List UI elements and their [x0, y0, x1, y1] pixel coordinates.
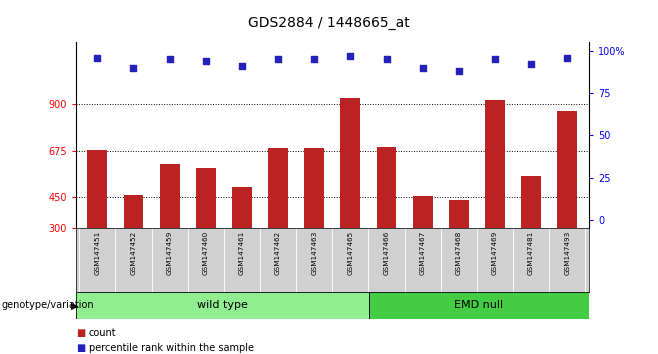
Text: GSM147452: GSM147452	[130, 231, 136, 275]
Text: GDS2884 / 1448665_at: GDS2884 / 1448665_at	[248, 16, 410, 30]
Text: GSM147493: GSM147493	[564, 231, 570, 275]
Text: GSM147463: GSM147463	[311, 231, 317, 275]
Text: GSM147465: GSM147465	[347, 231, 353, 275]
Bar	[196, 169, 216, 228]
Bar	[485, 100, 505, 228]
Bar	[413, 196, 432, 228]
Point	[92, 55, 103, 61]
Bar	[160, 164, 180, 228]
Point	[237, 63, 247, 69]
Text: GSM147459: GSM147459	[166, 231, 172, 275]
Bar	[304, 148, 324, 228]
Text: GSM147466: GSM147466	[384, 231, 390, 275]
Point	[453, 68, 464, 74]
Point	[273, 57, 284, 62]
Point	[490, 57, 500, 62]
Text: GSM147461: GSM147461	[239, 231, 245, 275]
Text: wild type: wild type	[197, 300, 248, 310]
Text: ■: ■	[76, 329, 85, 338]
Point	[201, 58, 211, 64]
Bar	[449, 200, 468, 228]
Text: GSM147481: GSM147481	[528, 231, 534, 275]
Text: GSM147460: GSM147460	[203, 231, 209, 275]
Text: ▶: ▶	[71, 300, 78, 310]
Point	[128, 65, 139, 71]
Bar	[88, 150, 107, 228]
Text: EMD null: EMD null	[455, 300, 503, 310]
Bar	[124, 195, 143, 228]
Bar	[369, 292, 589, 319]
Text: GSM147462: GSM147462	[275, 231, 281, 275]
Point	[562, 55, 572, 61]
Text: percentile rank within the sample: percentile rank within the sample	[89, 343, 254, 353]
Point	[417, 65, 428, 71]
Bar	[376, 147, 396, 228]
Bar	[340, 98, 361, 228]
Bar	[232, 187, 252, 228]
Text: ■: ■	[76, 343, 85, 353]
Point	[345, 53, 355, 59]
Bar	[76, 292, 369, 319]
Bar	[521, 176, 541, 228]
Text: GSM147451: GSM147451	[94, 231, 101, 275]
Point	[526, 62, 536, 67]
Point	[309, 57, 320, 62]
Text: genotype/variation: genotype/variation	[1, 300, 94, 310]
Text: count: count	[89, 329, 116, 338]
Text: GSM147469: GSM147469	[492, 231, 498, 275]
Bar	[268, 148, 288, 228]
Point	[164, 57, 175, 62]
Text: GSM147468: GSM147468	[456, 231, 462, 275]
Point	[381, 57, 392, 62]
Text: GSM147467: GSM147467	[420, 231, 426, 275]
Bar	[557, 110, 577, 228]
